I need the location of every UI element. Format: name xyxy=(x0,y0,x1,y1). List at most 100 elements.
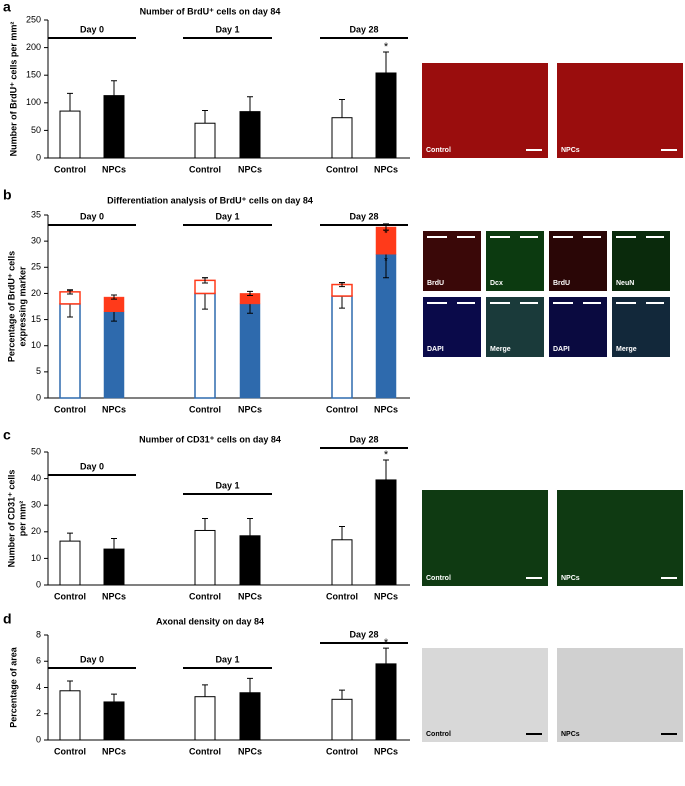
error-bar xyxy=(67,92,73,112)
bar xyxy=(103,548,125,586)
y-tick-label: 25 xyxy=(31,262,41,272)
y-axis-label: Percentage of BrdU⁺ cells xyxy=(6,251,16,362)
group-label: Day 28 xyxy=(349,24,378,34)
x-tick-label: Control xyxy=(189,591,221,601)
x-tick-label: NPCs xyxy=(374,746,398,756)
bar xyxy=(59,540,81,586)
y-tick-label: 100 xyxy=(26,97,41,107)
error-bar xyxy=(339,689,345,700)
micrograph xyxy=(612,297,670,357)
y-tick-label: 10 xyxy=(31,553,41,563)
micrograph xyxy=(486,297,544,357)
y-axis-label: Number of BrdU⁺ cells per mm² xyxy=(8,22,18,157)
micrograph xyxy=(549,297,607,357)
x-tick-label: Control xyxy=(54,746,86,756)
micrograph xyxy=(486,231,544,291)
bar xyxy=(103,95,125,159)
chart-title: Axonal density on day 84 xyxy=(156,616,264,626)
group-label: Day 0 xyxy=(80,461,104,471)
significance-label: * xyxy=(384,41,389,53)
error-bar xyxy=(111,80,117,96)
image-label: Merge xyxy=(616,346,637,353)
error-bar xyxy=(339,98,345,118)
x-tick-label: NPCs xyxy=(374,404,398,414)
x-tick-label: Control xyxy=(54,591,86,601)
micrograph xyxy=(422,63,548,158)
error-bar xyxy=(247,677,253,693)
x-tick-label: NPCs xyxy=(238,164,262,174)
error-bar xyxy=(247,518,253,536)
group-label: Day 1 xyxy=(215,24,239,34)
micrograph xyxy=(549,231,607,291)
micrograph xyxy=(557,648,683,742)
image-label: NPCs xyxy=(561,147,580,154)
bar xyxy=(239,111,261,159)
error-bar xyxy=(383,647,389,664)
y-tick-label: 8 xyxy=(36,629,41,639)
group-label: Day 1 xyxy=(215,654,239,664)
image-label: NPCs xyxy=(561,731,580,738)
bar xyxy=(239,692,261,741)
bar xyxy=(194,529,216,586)
x-tick-label: Control xyxy=(54,404,86,414)
y-tick-label: 2 xyxy=(36,708,41,718)
y-tick-label: 50 xyxy=(31,446,41,456)
error-bar xyxy=(247,290,253,297)
chart-title: Differentiation analysis of BrdU⁺ cells … xyxy=(107,195,313,205)
micrograph xyxy=(612,231,670,291)
error-bar xyxy=(67,289,73,295)
y-tick-label: 15 xyxy=(31,314,41,324)
y-tick-label: 35 xyxy=(31,209,41,219)
micrograph xyxy=(557,490,683,586)
y-tick-label: 0 xyxy=(36,152,41,162)
y-axis-label: expressing marker xyxy=(17,266,27,347)
bar xyxy=(59,110,81,159)
chart-title: Number of CD31⁺ cells on day 84 xyxy=(139,434,281,444)
error-bar xyxy=(202,277,208,284)
bar xyxy=(375,72,397,159)
significance-label: * xyxy=(384,256,388,267)
error-bar xyxy=(383,51,389,73)
micrograph xyxy=(423,231,481,291)
y-tick-label: 250 xyxy=(26,14,41,24)
group-label: Day 28 xyxy=(349,211,378,221)
image-label: Control xyxy=(426,147,451,154)
x-tick-label: NPCs xyxy=(374,164,398,174)
y-tick-label: 0 xyxy=(36,392,41,402)
y-tick-label: 30 xyxy=(31,236,41,246)
x-tick-label: NPCs xyxy=(102,591,126,601)
y-axis-label: per mm² xyxy=(17,501,27,537)
y-tick-label: 20 xyxy=(31,526,41,536)
y-tick-label: 4 xyxy=(36,682,41,692)
error-bar xyxy=(247,96,253,112)
y-tick-label: 50 xyxy=(31,125,41,135)
error-bar xyxy=(202,518,208,531)
error-bar xyxy=(383,459,389,480)
bar-segment xyxy=(331,295,353,399)
x-tick-label: Control xyxy=(326,746,358,756)
image-label: BrdU xyxy=(553,280,570,287)
x-tick-label: Control xyxy=(189,164,221,174)
x-tick-label: Control xyxy=(54,164,86,174)
x-tick-label: NPCs xyxy=(238,591,262,601)
image-label: DAPI xyxy=(427,346,444,353)
bar xyxy=(194,122,216,159)
x-tick-label: Control xyxy=(326,164,358,174)
x-tick-label: Control xyxy=(189,404,221,414)
micrograph xyxy=(422,648,548,742)
y-tick-label: 0 xyxy=(36,579,41,589)
chart-title: Number of BrdU⁺ cells on day 84 xyxy=(140,6,281,16)
x-tick-label: NPCs xyxy=(102,404,126,414)
x-tick-label: NPCs xyxy=(374,591,398,601)
error-bar xyxy=(202,684,208,697)
micrograph xyxy=(423,297,481,357)
significance-label: * xyxy=(384,449,389,461)
image-label: BrdU xyxy=(427,280,444,287)
panel-letter: a xyxy=(3,0,11,15)
error-bar xyxy=(67,680,73,691)
group-label: Day 0 xyxy=(80,654,104,664)
group-label: Day 28 xyxy=(349,434,378,444)
bar xyxy=(103,701,125,741)
x-tick-label: Control xyxy=(326,591,358,601)
